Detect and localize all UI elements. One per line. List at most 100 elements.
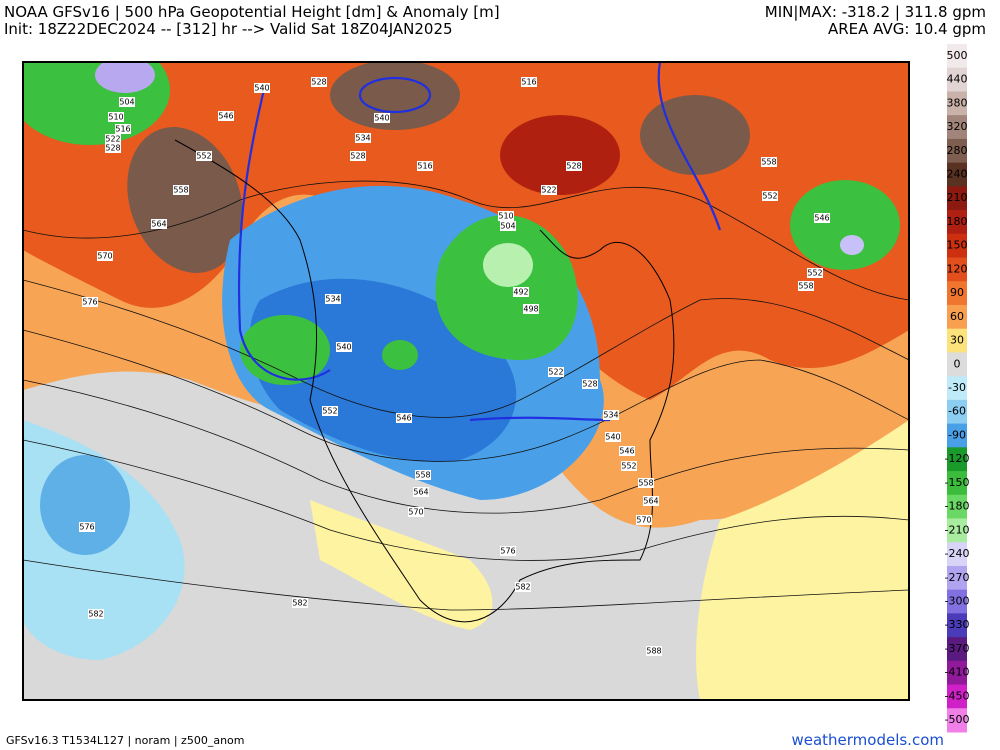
- contour-label-bg: [119, 97, 135, 107]
- contour-label-bg: [82, 297, 98, 307]
- colorbar-label: 30: [950, 334, 964, 347]
- contour-label: 510: [498, 212, 513, 221]
- colorbar-label: -180: [945, 500, 970, 513]
- colorbar-label: 320: [947, 120, 968, 133]
- map-frame: [22, 61, 910, 701]
- contour-label: 504: [500, 222, 515, 231]
- colorbar-segment: [947, 304, 967, 330]
- contour-label: 528: [566, 162, 581, 171]
- colorbar-segment: [947, 423, 967, 448]
- colorbar-segment: [947, 115, 967, 140]
- colorbar-segment: [947, 233, 967, 259]
- contour-label: 588: [646, 647, 661, 656]
- colorbar-label: 240: [947, 167, 968, 180]
- contour-label-bg: [374, 113, 390, 123]
- contour-label: 582: [88, 610, 103, 619]
- contour-label: 516: [417, 162, 432, 171]
- contour-label-bg: [619, 446, 635, 456]
- ridge-core: [640, 95, 750, 175]
- weak-negative: [40, 455, 130, 555]
- contour-label-bg: [814, 213, 830, 223]
- colorbar-segment: [947, 660, 967, 686]
- contour-label-bg: [566, 161, 582, 171]
- contour-label-bg: [115, 124, 131, 134]
- trough-core: [790, 180, 900, 270]
- contour-label-bg: [500, 221, 516, 231]
- contours: [23, 180, 909, 611]
- colorbar-segment: [947, 613, 967, 638]
- 540-contour: [237, 62, 722, 422]
- contour-label-bg: [254, 83, 270, 93]
- colorbar-segment: [947, 352, 967, 377]
- colorbar-segment: [947, 518, 967, 543]
- colorbar-label: 440: [947, 73, 968, 86]
- contour-label: 558: [415, 471, 430, 480]
- contour-label: 570: [636, 516, 651, 525]
- contour-label-bg: [523, 304, 539, 314]
- ridge-core: [330, 62, 460, 130]
- colorbar-segment: [947, 637, 967, 662]
- contour-label-bg: [311, 77, 327, 87]
- colorbar-segment: [947, 162, 967, 187]
- colorbar-label: -150: [945, 476, 970, 489]
- colorbar-segment: [947, 542, 967, 567]
- trough-core: [95, 62, 155, 93]
- anomaly-field: [23, 62, 909, 700]
- contour-label: 552: [807, 269, 822, 278]
- contour-label-bg: [603, 410, 619, 420]
- colorbar-label: -30: [948, 381, 966, 394]
- contour-label-bg: [515, 582, 531, 592]
- contour-label-bg: [541, 185, 557, 195]
- contour-label-bg: [762, 191, 778, 201]
- colorbar-segment: [947, 708, 967, 733]
- contour-label: 582: [292, 599, 307, 608]
- contour-label-bg: [415, 470, 431, 480]
- contour-label-bg: [355, 133, 371, 143]
- colorbar-label: -270: [945, 571, 970, 584]
- contour-label-bg: [325, 294, 341, 304]
- contour-label: 528: [350, 152, 365, 161]
- contour-label-bg: [408, 507, 424, 517]
- contour-label-bg: [196, 151, 212, 161]
- contour-label-bg: [173, 185, 189, 195]
- contour-label: 552: [621, 462, 636, 471]
- colorbar-label: 0: [954, 357, 961, 370]
- contour-label-bg: [646, 646, 662, 656]
- contour-label-bg: [582, 379, 598, 389]
- contour-label-bg: [396, 413, 412, 423]
- colorbar-label: 500: [947, 49, 968, 62]
- colorbar-segment: [947, 186, 967, 211]
- contour-label-bg: [413, 487, 429, 497]
- contour-label: 516: [521, 78, 536, 87]
- contour-label: 558: [798, 282, 813, 291]
- contour-label-bg: [336, 342, 352, 352]
- site-credit: weathermodels.com: [791, 731, 944, 749]
- contour-label-bg: [218, 111, 234, 121]
- colorbar-segment: [947, 210, 967, 235]
- contour-label: 582: [515, 583, 530, 592]
- contour-label-bg: [417, 161, 433, 171]
- colorbar-segment: [947, 376, 967, 401]
- ridge-core: [500, 115, 620, 195]
- colorbar-segment: [947, 494, 967, 519]
- colorbar-segment: [947, 565, 967, 591]
- contour-label: 564: [413, 488, 428, 497]
- colorbar-label: -300: [945, 595, 970, 608]
- colorbar-label: -500: [945, 713, 970, 726]
- contour-label: 558: [761, 158, 776, 167]
- contour-label-bg: [636, 515, 652, 525]
- colorbar-label: -450: [945, 689, 970, 702]
- contour-label: 528: [105, 144, 120, 153]
- colorbar-segment: [947, 589, 967, 614]
- contour-label: 528: [582, 380, 597, 389]
- contour-label: 504: [119, 98, 134, 107]
- contour-label: 576: [79, 523, 94, 532]
- contour-label: 546: [396, 414, 411, 423]
- subtitle: Init: 18Z22DEC2024 -- [312] hr --> Valid…: [4, 20, 453, 38]
- contour-label-bg: [97, 251, 113, 261]
- colorbar-label: -90: [948, 428, 966, 441]
- contour-label-bg: [88, 609, 104, 619]
- colorbar-segment: [947, 399, 967, 425]
- ridge-core: [127, 127, 243, 273]
